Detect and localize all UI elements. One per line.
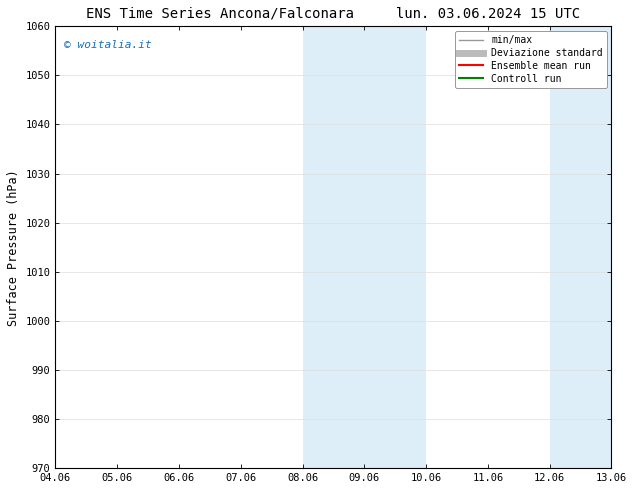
Bar xyxy=(550,26,581,468)
Text: © woitalia.it: © woitalia.it xyxy=(63,40,152,49)
Legend: min/max, Deviazione standard, Ensemble mean run, Controll run: min/max, Deviazione standard, Ensemble m… xyxy=(455,31,607,88)
Bar xyxy=(581,26,611,468)
Title: ENS Time Series Ancona/Falconara     lun. 03.06.2024 15 UTC: ENS Time Series Ancona/Falconara lun. 03… xyxy=(86,7,581,21)
Y-axis label: Surface Pressure (hPa): Surface Pressure (hPa) xyxy=(7,169,20,326)
Bar xyxy=(302,26,365,468)
Bar xyxy=(365,26,426,468)
